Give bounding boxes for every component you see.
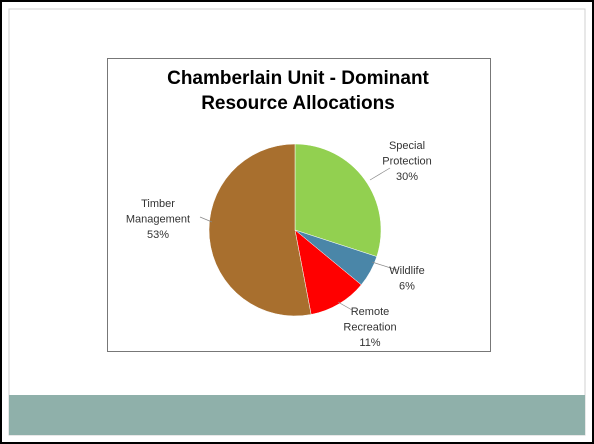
pie-slice	[294, 143, 382, 257]
leader-line	[199, 216, 213, 223]
slice-value-label: 30%	[396, 171, 418, 183]
footer-bar	[9, 395, 585, 435]
leader-line	[369, 167, 391, 181]
slice-value-label: 11%	[359, 337, 380, 349]
slice-value-label: 53%	[147, 229, 169, 241]
chart-title: Chamberlain Unit - Dominant Resource Allo…	[167, 68, 429, 114]
slice-label: Remote Recreation	[343, 306, 396, 334]
slice-label: Wildlife	[389, 265, 424, 277]
slice-label: Special Protection	[382, 140, 432, 168]
leader-line	[337, 301, 353, 311]
leader-line	[371, 261, 398, 271]
slice-value-label: 6%	[399, 281, 415, 293]
slice-label: Timber Management	[126, 198, 190, 226]
pie-slice	[208, 143, 312, 317]
